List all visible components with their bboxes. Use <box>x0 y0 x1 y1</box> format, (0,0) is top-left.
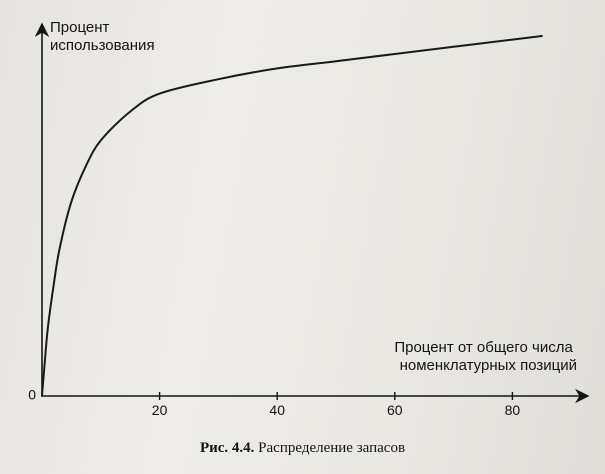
figure-caption: Рис. 4.4. Распределение запасов <box>0 440 605 457</box>
figure-caption-text: Распределение запасов <box>258 440 406 456</box>
x-tick-label-40: 40 <box>269 402 285 418</box>
x-axis-title-line-1: Процент от общего числа <box>394 339 573 356</box>
x-axis-title-line-2: номенклатурных позиций <box>400 357 577 374</box>
y-axis-title: Процент использования <box>50 19 155 54</box>
figure-number: Рис. 4.4. <box>199 440 255 456</box>
origin-label: 0 <box>28 387 36 403</box>
series-line <box>41 35 543 397</box>
distribution-chart: Процент использования Процент от общего … <box>28 19 590 418</box>
y-axis-title-line-1: Процент <box>50 19 110 36</box>
x-tick-label-80: 80 <box>505 402 521 418</box>
y-axis-title-line-2: использования <box>50 37 155 54</box>
x-tick-label-60: 60 <box>387 402 403 418</box>
x-tick-label-20: 20 <box>152 402 168 418</box>
x-axis-title: Процент от общего числа номенклатурных п… <box>394 339 577 374</box>
x-ticks: 20 40 60 80 <box>152 392 521 418</box>
